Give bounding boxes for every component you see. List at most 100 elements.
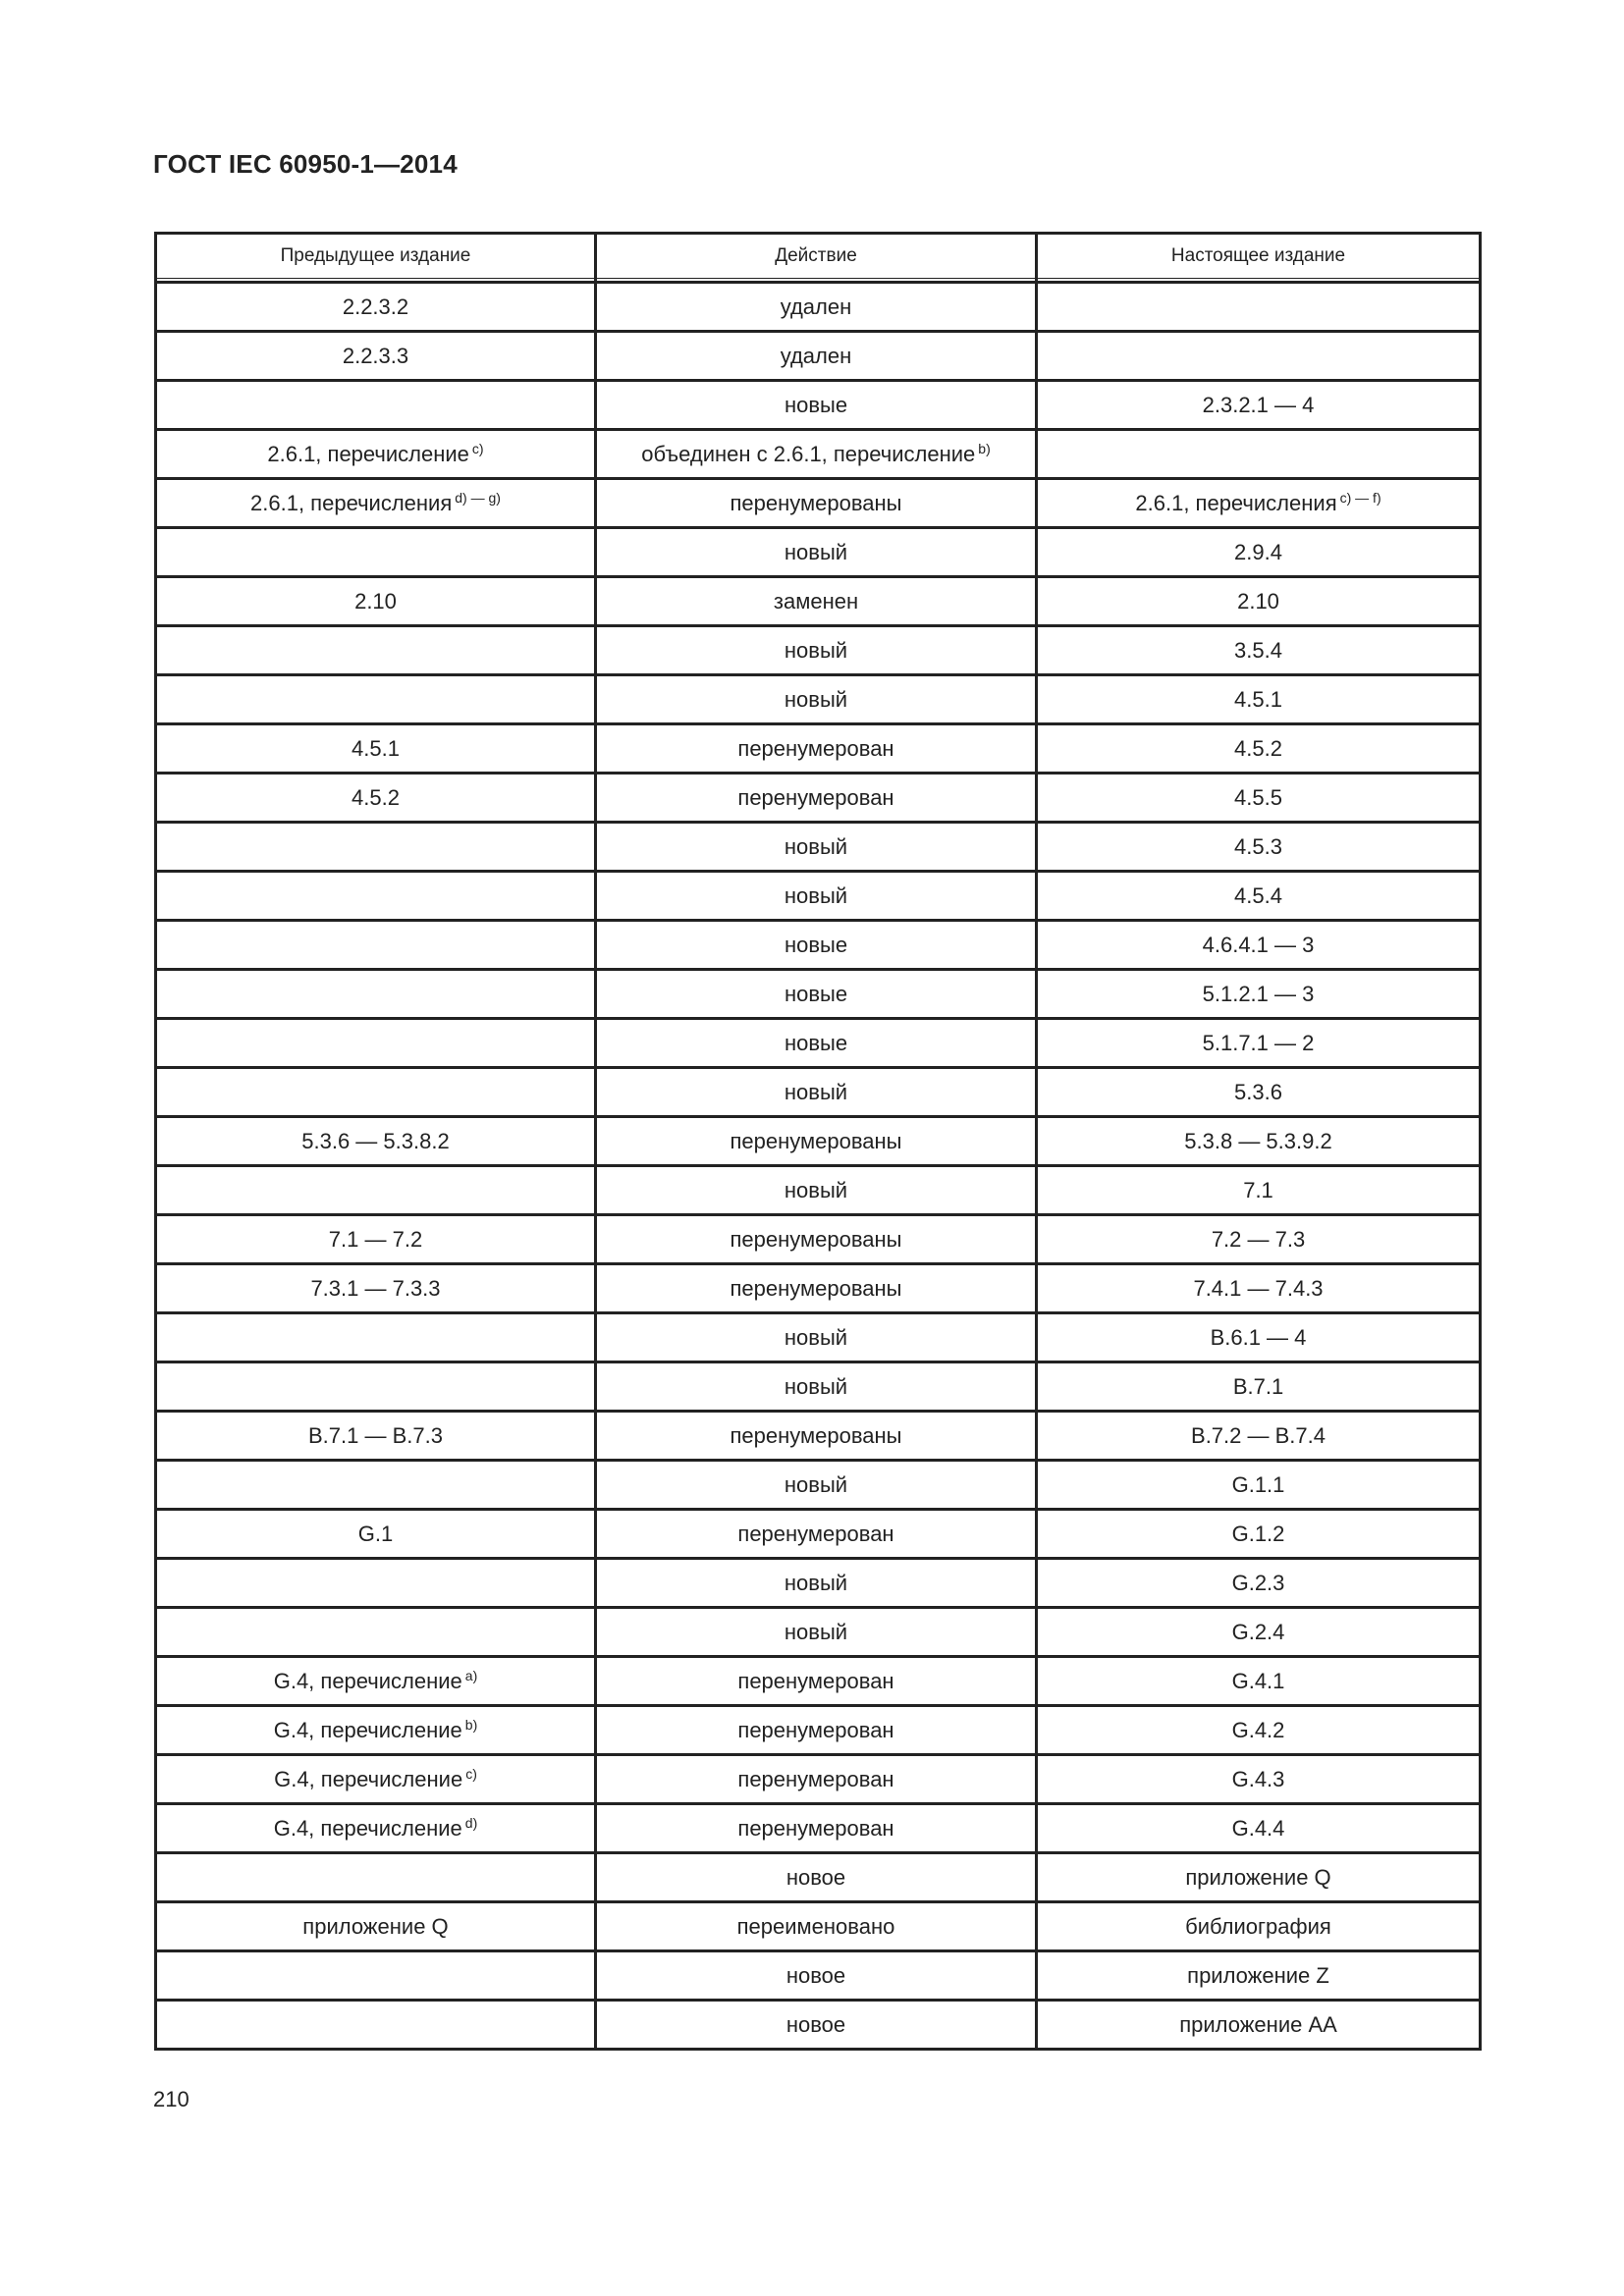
action-cell: перенумерованы — [593, 1115, 1039, 1167]
previous-edition-cell — [154, 1164, 597, 1216]
current-edition-cell: G.4.3 — [1035, 1753, 1482, 1805]
action-cell: перенумерованы — [593, 1213, 1039, 1265]
cell-text: 2.3.2.1 — 4 — [1202, 392, 1315, 417]
current-edition-cell: приложение Z — [1035, 1949, 1482, 2002]
current-edition-cell: 4.6.4.1 — 3 — [1035, 919, 1482, 971]
action-cell: новый — [593, 526, 1039, 578]
previous-edition-cell — [154, 1066, 597, 1118]
cell-text: 7.3.1 — 7.3.3 — [310, 1275, 441, 1301]
action-cell: новое — [593, 1851, 1039, 1903]
cell-text: новые — [784, 1030, 848, 1055]
cell-text: 4.5.4 — [1234, 882, 1282, 908]
cell-text: удален — [780, 343, 852, 368]
previous-edition-cell: G.4, перечисление a) — [154, 1655, 597, 1707]
cell-text: новые — [784, 392, 848, 417]
action-cell: новый — [593, 1557, 1039, 1609]
table-row: 2.6.1, перечисление c) объединен с 2.6.1, … — [154, 428, 1482, 480]
current-edition-cell: 5.1.2.1 — 3 — [1035, 968, 1482, 1020]
action-cell: новый — [593, 1066, 1039, 1118]
cell-text: G.4, перечисление — [274, 1767, 463, 1791]
cell-text: 5.3.6 — [1234, 1079, 1282, 1104]
cell-text: G.4.2 — [1231, 1717, 1285, 1742]
cell-text: перенумерованы — [730, 1275, 902, 1301]
table-row: новый 4.5.4 — [154, 870, 1482, 922]
cell-text: объединен с 2.6.1, перечисление — [641, 442, 976, 466]
table-row: новые 5.1.7.1 — 2 — [154, 1017, 1482, 1069]
current-edition-cell: G.2.4 — [1035, 1606, 1482, 1658]
cell-text: перенумерованы — [730, 1128, 902, 1153]
cell-text: новый — [784, 1373, 848, 1399]
enumeration-superscript: c) — f) — [1339, 490, 1381, 506]
table-row: 4.5.2 перенумерован 4.5.5 — [154, 772, 1482, 824]
header-separator — [154, 278, 1482, 284]
previous-edition-cell: 5.3.6 — 5.3.8.2 — [154, 1115, 597, 1167]
table-row: новое приложение Q — [154, 1851, 1482, 1903]
table-row: 2.2.3.3 удален — [154, 330, 1482, 382]
cell-text: G.4, перечисление — [273, 1669, 462, 1693]
cell-text: 2.9.4 — [1234, 539, 1282, 564]
action-cell: новое — [593, 1999, 1039, 2051]
cell-text: 2.10 — [354, 588, 397, 614]
current-edition-cell: библиография — [1035, 1900, 1482, 1952]
table-row: новый 4.5.3 — [154, 821, 1482, 873]
current-edition-cell: 3.5.4 — [1035, 624, 1482, 676]
current-edition-cell: B.7.2 — B.7.4 — [1035, 1410, 1482, 1462]
table-row: 5.3.6 — 5.3.8.2 перенумерованы 5.3.8 — 5.3… — [154, 1115, 1482, 1167]
cell-text: новый — [784, 539, 848, 564]
cell-text: 5.1.2.1 — 3 — [1202, 981, 1315, 1006]
cell-text: приложение AA — [1179, 2011, 1337, 2037]
cell-text: новый — [784, 1619, 848, 1644]
table-row: G.4, перечисление d) перенумерован G.4.4 — [154, 1802, 1482, 1854]
table-row: 7.3.1 — 7.3.3 перенумерованы 7.4.1 — 7.4.3 — [154, 1262, 1482, 1314]
cell-text: удален — [780, 294, 852, 319]
current-edition-cell: 4.5.5 — [1035, 772, 1482, 824]
table-row: 2.2.3.2 удален — [154, 281, 1482, 333]
action-cell: новое — [593, 1949, 1039, 2002]
current-edition-cell: G.4.2 — [1035, 1704, 1482, 1756]
action-cell: новый — [593, 624, 1039, 676]
table-row: новые 5.1.2.1 — 3 — [154, 968, 1482, 1020]
current-edition-cell: G.4.4 — [1035, 1802, 1482, 1854]
cell-text: 7.1 — [1243, 1177, 1273, 1202]
cell-text: 2.2.3.2 — [342, 294, 409, 319]
action-cell: перенумерован — [593, 1508, 1039, 1560]
cell-text: G.4, перечисление — [273, 1816, 462, 1841]
current-edition-cell: 4.5.3 — [1035, 821, 1482, 873]
cell-text: новый — [784, 1177, 848, 1202]
table-row: новое приложение Z — [154, 1949, 1482, 2002]
cell-text: G.4.4 — [1231, 1815, 1285, 1841]
cell-text: G.4, перечисление — [273, 1718, 462, 1742]
current-edition-cell: 4.5.4 — [1035, 870, 1482, 922]
table-row: новый G.2.3 — [154, 1557, 1482, 1609]
page-number: 210 — [153, 2087, 189, 2111]
action-cell: удален — [593, 281, 1039, 333]
cell-text: G.2.3 — [1231, 1570, 1285, 1595]
cell-text: 2.10 — [1237, 588, 1279, 614]
table-row: новый 3.5.4 — [154, 624, 1482, 676]
previous-edition-cell — [154, 1361, 597, 1413]
cell-text: B.6.1 — 4 — [1210, 1324, 1307, 1350]
previous-edition-cell — [154, 1949, 597, 2002]
action-cell: новый — [593, 1459, 1039, 1511]
previous-edition-cell: G.1 — [154, 1508, 597, 1560]
previous-edition-cell: G.4, перечисление c) — [154, 1753, 597, 1805]
table-row: новый 2.9.4 — [154, 526, 1482, 578]
action-cell: новый — [593, 673, 1039, 725]
cell-text: G.1.1 — [1231, 1471, 1285, 1497]
action-cell: переименовано — [593, 1900, 1039, 1952]
column-header-action: Действие — [593, 232, 1039, 279]
previous-edition-cell — [154, 624, 597, 676]
cell-text: G.4.3 — [1231, 1766, 1285, 1791]
enumeration-superscript: c) — [471, 441, 484, 456]
current-edition-cell: 4.5.2 — [1035, 722, 1482, 774]
cell-text: новый — [784, 833, 848, 859]
cell-text: приложение Q — [1185, 1864, 1331, 1890]
previous-edition-cell — [154, 1851, 597, 1903]
cell-text: перенумерован — [737, 1668, 894, 1693]
previous-edition-cell — [154, 1017, 597, 1069]
table-row: G.4, перечисление c) перенумерован G.4.3 — [154, 1753, 1482, 1805]
cell-text: B.7.1 — [1232, 1373, 1284, 1399]
cell-text: 7.4.1 — 7.4.3 — [1193, 1275, 1324, 1301]
cell-text: новый — [784, 1079, 848, 1104]
cell-text: заменен — [773, 588, 859, 614]
